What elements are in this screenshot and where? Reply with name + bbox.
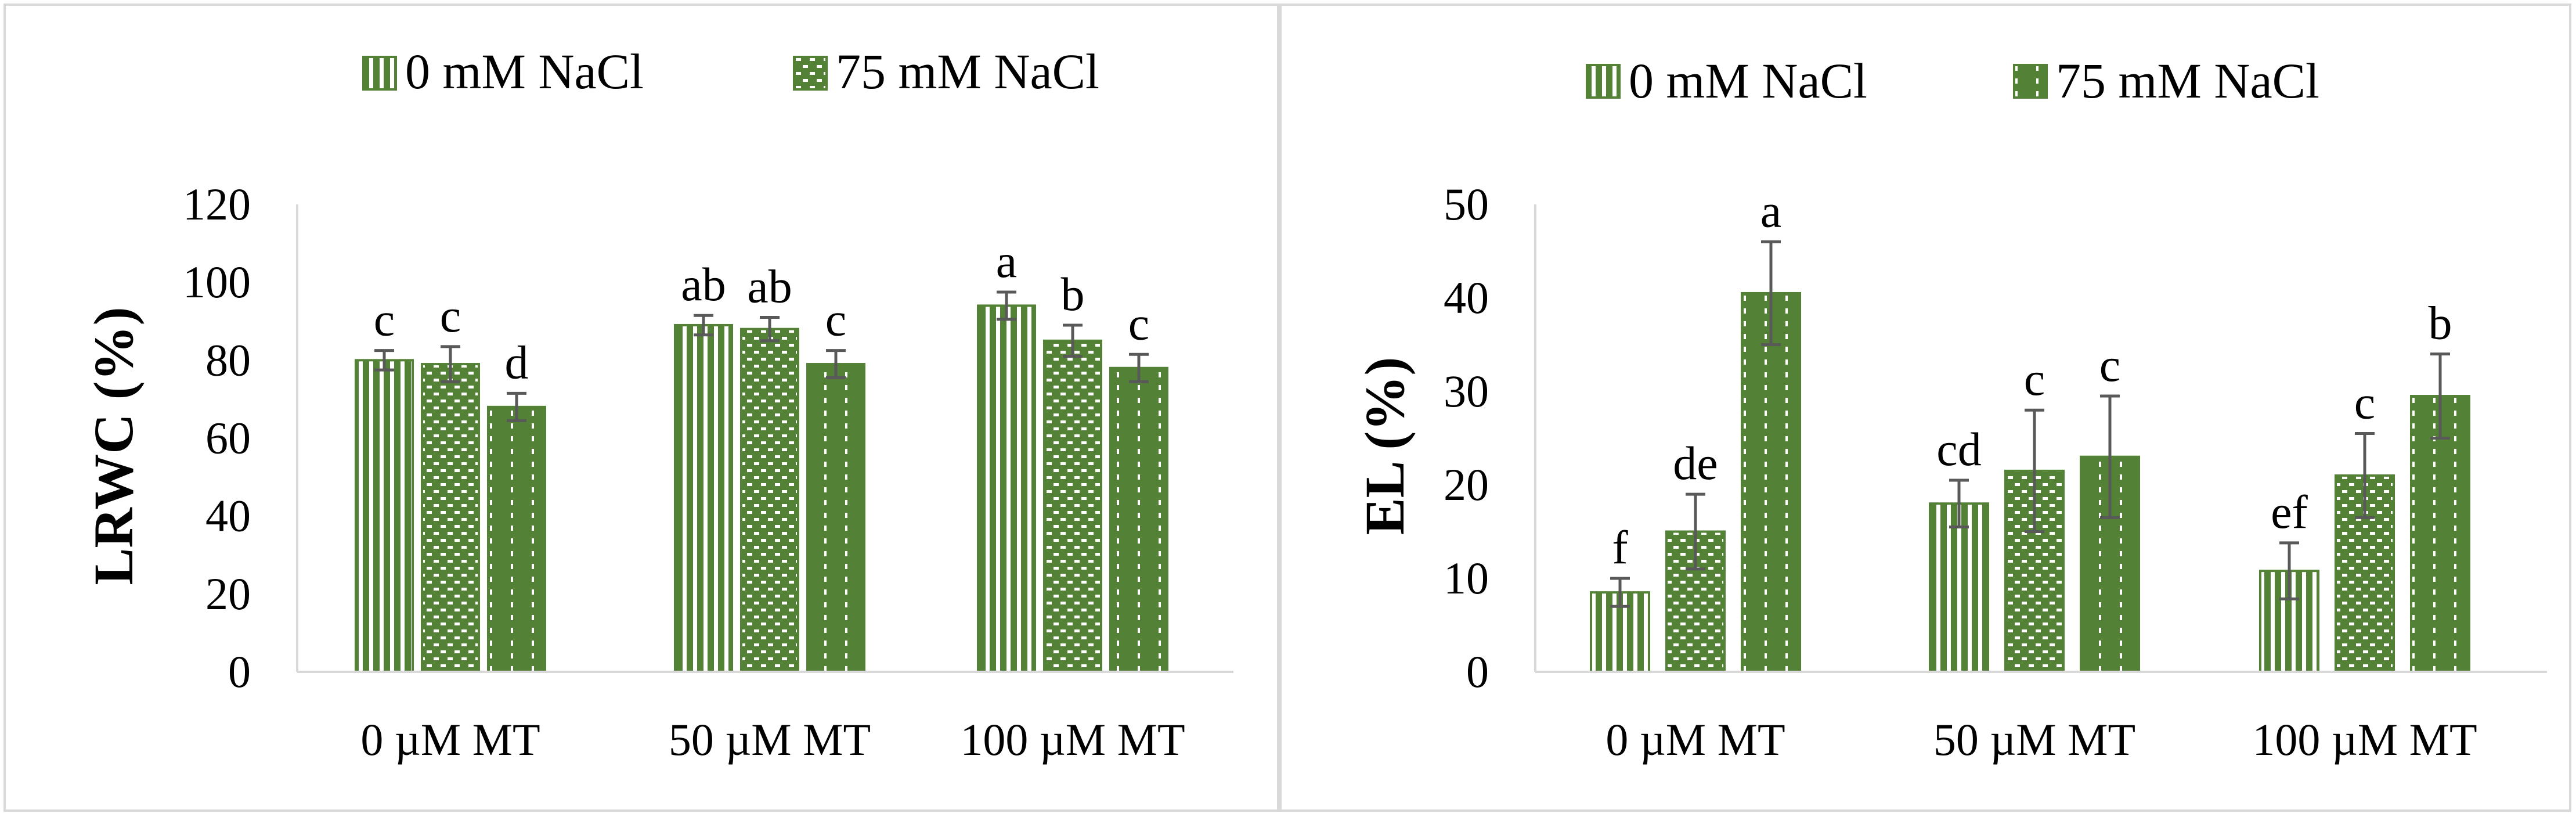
el-significance-label: de: [1673, 437, 1718, 490]
lrwc-legend: 0 mM NaCl 75 mM NaCl: [362, 44, 1099, 99]
lrwc-legend-swatch-75mm: [793, 56, 828, 91]
el-y-tick-label: 10: [1444, 553, 1489, 603]
lrwc-y-tick-label: 100: [183, 257, 251, 307]
lrwc-bar: [674, 323, 733, 673]
lrwc-significance-label: a: [996, 235, 1017, 287]
right-panel-frame: [1279, 3, 2571, 812]
el-legend-swatch-75mm: [2013, 64, 2048, 99]
el-significance-label: f: [1612, 521, 1628, 574]
lrwc-bar: [487, 405, 546, 673]
el-category-label: 0 µM MT: [1606, 714, 1785, 765]
lrwc-y-tick-label: 60: [205, 413, 251, 463]
lrwc-significance-label: c: [825, 293, 846, 346]
lrwc-significance-label: c: [440, 289, 461, 342]
el-y-tick-label: 30: [1444, 366, 1489, 416]
lrwc-category-label: 100 µM MT: [960, 714, 1185, 765]
el-bar: [2410, 395, 2470, 673]
el-significance-label: c: [2024, 352, 2045, 405]
lrwc-y-tick-label: 0: [228, 646, 251, 697]
lrwc-bar: [1109, 366, 1168, 673]
lrwc-bar: [977, 304, 1036, 673]
el-significance-label: c: [2354, 376, 2375, 429]
el-legend: 0 mM NaCl 75 mM NaCl: [1586, 53, 2319, 109]
lrwc-significance-label: ab: [681, 258, 726, 311]
lrwc-y-tick-label: 20: [205, 568, 251, 619]
lrwc-y-tick-label: 120: [183, 179, 251, 229]
lrwc-bar: [421, 363, 480, 673]
lrwc-legend-swatch-0mm: [362, 56, 397, 91]
el-legend-label-0mm: 0 mM NaCl: [1629, 53, 1867, 109]
el-y-tick-label: 20: [1444, 459, 1489, 510]
el-y-tick-label: 50: [1444, 179, 1489, 229]
lrwc-y-tick-label: 80: [205, 334, 251, 385]
el-significance-label: c: [2099, 339, 2120, 391]
lrwc-bar: [806, 363, 865, 673]
el-y-tick-labels: 0 10 20 30 40 50: [1444, 179, 1489, 697]
el-category-labels: 0 µM MT 50 µM MT 100 µM MT: [1606, 714, 2477, 765]
lrwc-significance-label: d: [505, 336, 529, 388]
lrwc-legend-label-0mm: 0 mM NaCl: [405, 44, 644, 99]
lrwc-category-label: 0 µM MT: [360, 714, 540, 765]
el-chart: 0 mM NaCl 75 mM NaCl EL (%) 0 10 20 30 40 50 …: [1354, 53, 2547, 765]
lrwc-legend-label-75mm: 75 mM NaCl: [836, 44, 1099, 99]
el-bar: [1741, 292, 1801, 673]
el-significance-label: b: [2429, 297, 2452, 350]
lrwc-y-tick-labels: 0 20 40 60 80 100 120: [183, 179, 251, 697]
el-category-label: 100 µM MT: [2252, 714, 2477, 765]
lrwc-y-axis-label: LRWC (%): [82, 307, 145, 585]
el-category-label: 50 µM MT: [1933, 714, 2135, 765]
lrwc-significance-label: ab: [747, 260, 792, 313]
el-legend-swatch-0mm: [1586, 64, 1621, 99]
el-significance-label: ef: [2271, 485, 2308, 538]
left-panel-frame: [3, 3, 1279, 812]
lrwc-bar: [740, 328, 799, 673]
lrwc-category-labels: 0 µM MT 50 µM MT 100 µM MT: [360, 714, 1185, 765]
lrwc-significance-label: c: [1128, 297, 1149, 350]
lrwc-category-label: 50 µM MT: [669, 714, 871, 765]
lrwc-significance-label: c: [374, 293, 395, 346]
lrwc-bar: [1043, 339, 1102, 673]
el-y-tick-label: 0: [1466, 646, 1489, 697]
lrwc-bar: [355, 359, 414, 673]
el-y-tick-label: 40: [1444, 272, 1489, 323]
lrwc-significance-label: b: [1061, 268, 1085, 321]
el-bar: [1929, 502, 1989, 673]
el-legend-label-75mm: 75 mM NaCl: [2056, 53, 2319, 109]
lrwc-chart: 0 mM NaCl 75 mM NaCl LRWC (%) 0 20 40 60 80 1…: [82, 44, 1233, 765]
el-significance-label: a: [1760, 184, 1781, 237]
lrwc-y-tick-label: 40: [205, 491, 251, 541]
el-significance-label: cd: [1936, 423, 1981, 476]
el-y-axis-label: EL (%): [1354, 357, 1416, 535]
